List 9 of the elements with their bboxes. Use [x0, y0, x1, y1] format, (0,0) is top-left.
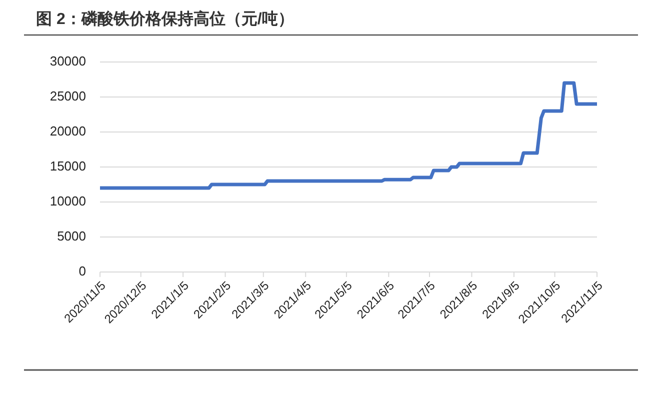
y-tick-label: 10000 — [50, 193, 86, 208]
y-tick-label: 15000 — [50, 158, 86, 174]
y-tick-label: 0 — [78, 263, 86, 278]
line-series — [98, 81, 599, 190]
y-tick-label: 25000 — [50, 88, 86, 104]
chart-title: 图 2：磷酸铁价格保持高位（元/吨） — [36, 9, 294, 28]
y-tick-label: 30000 — [50, 53, 86, 68]
y-tick-label: 20000 — [50, 123, 86, 138]
y-tick-label: 5000 — [57, 228, 86, 244]
